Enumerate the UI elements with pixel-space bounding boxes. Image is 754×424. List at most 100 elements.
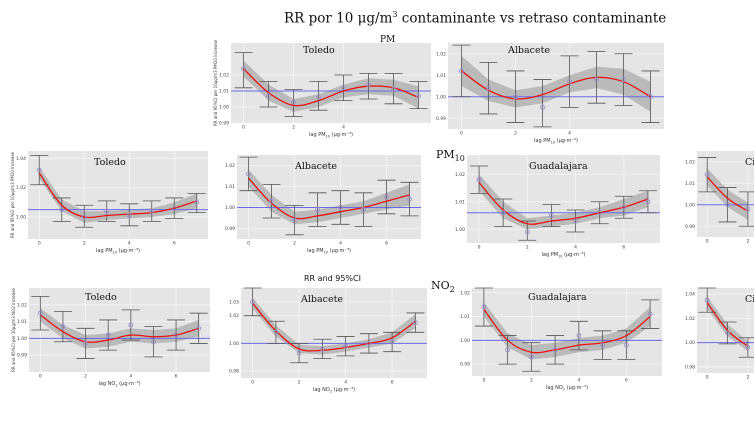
panel-city-title: Guadalajara <box>529 161 588 172</box>
fitted-curve <box>243 68 419 107</box>
x-tick-label: 0 <box>247 241 250 247</box>
data-point <box>83 340 89 346</box>
fitted-curve <box>706 176 749 212</box>
data-point <box>725 202 730 208</box>
x-tick-label: 2 <box>746 375 749 381</box>
y-tick-label: 1.01 <box>17 319 27 325</box>
panel-city-title: Albacete <box>300 294 343 305</box>
x-tick-label: 4 <box>339 241 342 247</box>
x-axis-label: lag NO2 (μg·m⁻³) <box>546 385 588 392</box>
data-point <box>128 322 134 328</box>
data-point <box>269 198 274 204</box>
data-point <box>704 172 710 178</box>
data-point <box>416 93 421 99</box>
data-point <box>621 77 626 83</box>
y-tick-label: 1.00 <box>460 338 470 344</box>
data-point <box>194 199 200 205</box>
data-point <box>150 339 156 345</box>
panel-ciuda-5: 1.02 1.01 1.00 0.99 0 2 Ciuda <box>685 151 754 245</box>
x-tick-label: 6 <box>173 241 176 247</box>
data-point <box>704 297 710 303</box>
data-point <box>481 304 487 310</box>
x-tick-label: 4 <box>568 131 571 137</box>
y-tick-label: 0.99 <box>685 224 695 230</box>
y-tick-label: 1.01 <box>219 89 229 95</box>
data-point <box>486 85 491 91</box>
x-axis-label: lag NO2 (μg·m⁻³) <box>313 387 355 394</box>
panel-city-title: Ciuda <box>745 294 754 305</box>
figure-title: RR por 10 μg/m3 contaminante vs retraso … <box>284 10 667 27</box>
data-point <box>171 205 177 211</box>
y-tick-label: 1.04 <box>685 292 695 298</box>
panel-albacete-7: 1.03 1.02 1.00 0.98 0 2 4 6 lag NO2 (μg·m⁻³) Alba… <box>229 287 427 394</box>
data-point <box>567 79 572 85</box>
data-point <box>391 86 396 92</box>
panel-city-title: Guadalajara <box>528 292 587 303</box>
y-tick-label: 0.98 <box>229 369 239 375</box>
data-point <box>37 310 43 316</box>
data-point <box>241 66 246 72</box>
y-tick-label: 1.02 <box>436 51 446 57</box>
x-tick-label: 2 <box>84 374 87 380</box>
data-point <box>745 345 751 350</box>
no2-row-label: NO2 <box>431 279 455 295</box>
x-axis-label: lag PM10 (μg·m⁻³) <box>309 132 353 139</box>
confidence-ribbon <box>707 296 748 352</box>
data-point <box>36 167 42 173</box>
data-point <box>341 85 346 91</box>
confidence-ribbon <box>252 297 416 355</box>
data-point <box>196 325 202 331</box>
confidence-ribbon <box>483 302 651 360</box>
data-point <box>597 210 603 216</box>
x-tick-label: 2 <box>83 241 86 247</box>
y-tick-label: 1.02 <box>455 172 465 178</box>
x-tick-label: 4 <box>344 380 347 386</box>
data-point <box>296 350 302 356</box>
panel-city-title: Albacete <box>507 45 550 56</box>
data-point <box>59 207 65 213</box>
panel-guadalajara-4: 1.02 1.01 1.00 0 2 4 6 lag PM10 (μg·m⁻³) Guadala… <box>455 155 660 259</box>
data-point <box>104 208 110 214</box>
x-tick-label: 4 <box>574 245 577 251</box>
data-point <box>552 347 558 353</box>
confidence-ribbon <box>248 169 410 225</box>
x-tick-label: 0 <box>251 380 254 386</box>
x-axis-label: lag PM10 (μg·m⁻³) <box>542 252 586 259</box>
fitted-curve <box>483 309 651 354</box>
x-tick-label: 2 <box>293 241 296 247</box>
pm10-row-label: PM10 <box>436 148 465 164</box>
x-tick-label: 0 <box>706 375 709 381</box>
y-tick-label: 0.99 <box>225 226 235 232</box>
y-tick-label: 1.00 <box>225 205 235 211</box>
y-tick-label: 0.99 <box>219 121 229 127</box>
data-point <box>338 205 343 210</box>
x-tick-label: 6 <box>625 378 628 384</box>
y-tick-label: 1.04 <box>16 156 26 162</box>
y-tick-label: 0.99 <box>436 116 446 122</box>
data-point <box>319 346 325 352</box>
data-point <box>548 213 554 218</box>
y-tick-label: 1.00 <box>229 341 239 347</box>
data-point <box>459 68 464 74</box>
confidence-ribbon <box>243 60 419 112</box>
data-point <box>315 207 320 213</box>
data-point <box>292 217 297 223</box>
x-tick-label: 0 <box>460 131 463 137</box>
x-tick-label: 2 <box>746 239 749 245</box>
data-point <box>273 329 279 335</box>
y-tick-label: 1.00 <box>219 105 229 111</box>
data-point <box>384 194 389 200</box>
y-tick-label: 1.00 <box>685 202 695 208</box>
y-tick-label: 1.01 <box>455 199 465 205</box>
x-axis-label: lag PM10 (μg·m⁻³) <box>96 248 140 255</box>
x-tick-label: 2 <box>526 245 529 251</box>
data-point <box>647 311 653 317</box>
data-point <box>621 204 627 210</box>
x-tick-label: 6 <box>175 374 178 380</box>
x-tick-label: 0 <box>39 374 42 380</box>
data-point <box>725 330 730 336</box>
data-point <box>648 94 653 100</box>
data-point <box>407 196 412 202</box>
data-point <box>366 82 371 88</box>
